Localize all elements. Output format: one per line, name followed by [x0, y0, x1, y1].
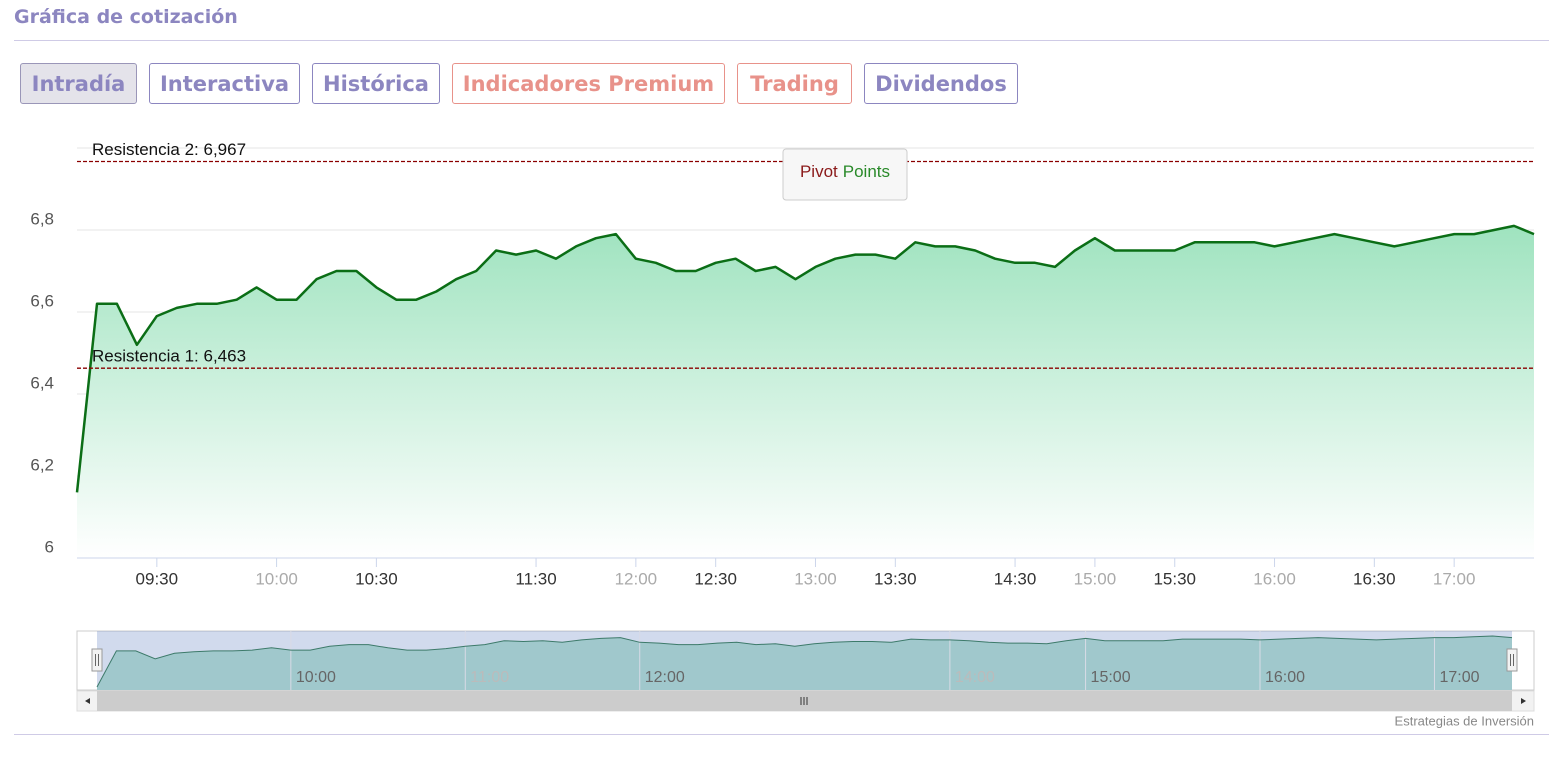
- navigator-tick-label: 12:00: [645, 669, 685, 686]
- resistance-label: Resistencia 1: 6,463: [92, 347, 246, 366]
- page-title: Gráfica de cotización: [14, 6, 238, 28]
- x-tick-label: 14:30: [994, 569, 1037, 588]
- navigator-mask: [97, 631, 1512, 690]
- tab[interactable]: Trading: [737, 63, 852, 104]
- navigator-area: [97, 636, 1512, 690]
- scroll-right[interactable]: [1521, 698, 1526, 704]
- tab[interactable]: Indicadores Premium: [452, 63, 725, 104]
- x-tick-label: 09:30: [136, 569, 179, 588]
- divider: [14, 734, 1549, 735]
- y-tick-label: 6,6: [30, 291, 54, 310]
- price-line: [75, 224, 1535, 493]
- navigator-handle[interactable]: [91, 648, 103, 672]
- navigator-tick-label: 10:00: [296, 669, 336, 686]
- x-tick-label: 13:30: [874, 569, 917, 588]
- x-tick-label: 12:00: [615, 569, 658, 588]
- tab[interactable]: Histórica: [312, 63, 440, 104]
- x-tick-label: 13:00: [794, 569, 837, 588]
- area-fill: [77, 225, 1534, 558]
- pivot-toggle-label: Pivot Points: [800, 162, 890, 181]
- x-tick-label: 10:00: [255, 569, 298, 588]
- navigator-tick-label: 17:00: [1439, 669, 1479, 686]
- y-tick-label: 6,8: [30, 209, 54, 228]
- x-tick-label: 16:00: [1253, 569, 1296, 588]
- y-tick-label: 6,2: [30, 455, 54, 474]
- tab[interactable]: Interactiva: [149, 63, 300, 104]
- navigator-handle[interactable]: [1506, 648, 1518, 672]
- x-tick-label: 10:30: [355, 569, 398, 588]
- x-tick-label: 12:30: [694, 569, 737, 588]
- navigator-tick-label: 11:00: [470, 669, 509, 686]
- y-tick-label: 6: [45, 537, 54, 556]
- scroll-left[interactable]: [85, 698, 90, 704]
- pivot-toggle[interactable]: [782, 148, 908, 201]
- x-tick-label: 15:30: [1153, 569, 1196, 588]
- pivot-word: Pivot: [800, 162, 838, 181]
- navigator-tick-label: 16:00: [1265, 669, 1305, 686]
- tab[interactable]: Dividendos: [864, 63, 1018, 104]
- x-tick-label: 15:00: [1074, 569, 1117, 588]
- x-tick-label: 17:00: [1433, 569, 1476, 588]
- navigator-tick-label: 15:00: [1091, 669, 1131, 686]
- tab[interactable]: Intradía: [20, 63, 137, 104]
- pivot-word: Points: [843, 162, 890, 181]
- resistance-label: Resistencia 2: 6,967: [92, 140, 246, 159]
- x-tick-label: 16:30: [1353, 569, 1396, 588]
- x-tick-label: 11:30: [515, 569, 556, 588]
- y-tick-label: 6,4: [30, 373, 54, 392]
- navigator-line: [96, 635, 1513, 688]
- divider: [14, 40, 1549, 41]
- credit: Estrategias de Inversión: [1395, 713, 1534, 728]
- navigator-tick-label: 14:00: [955, 669, 995, 686]
